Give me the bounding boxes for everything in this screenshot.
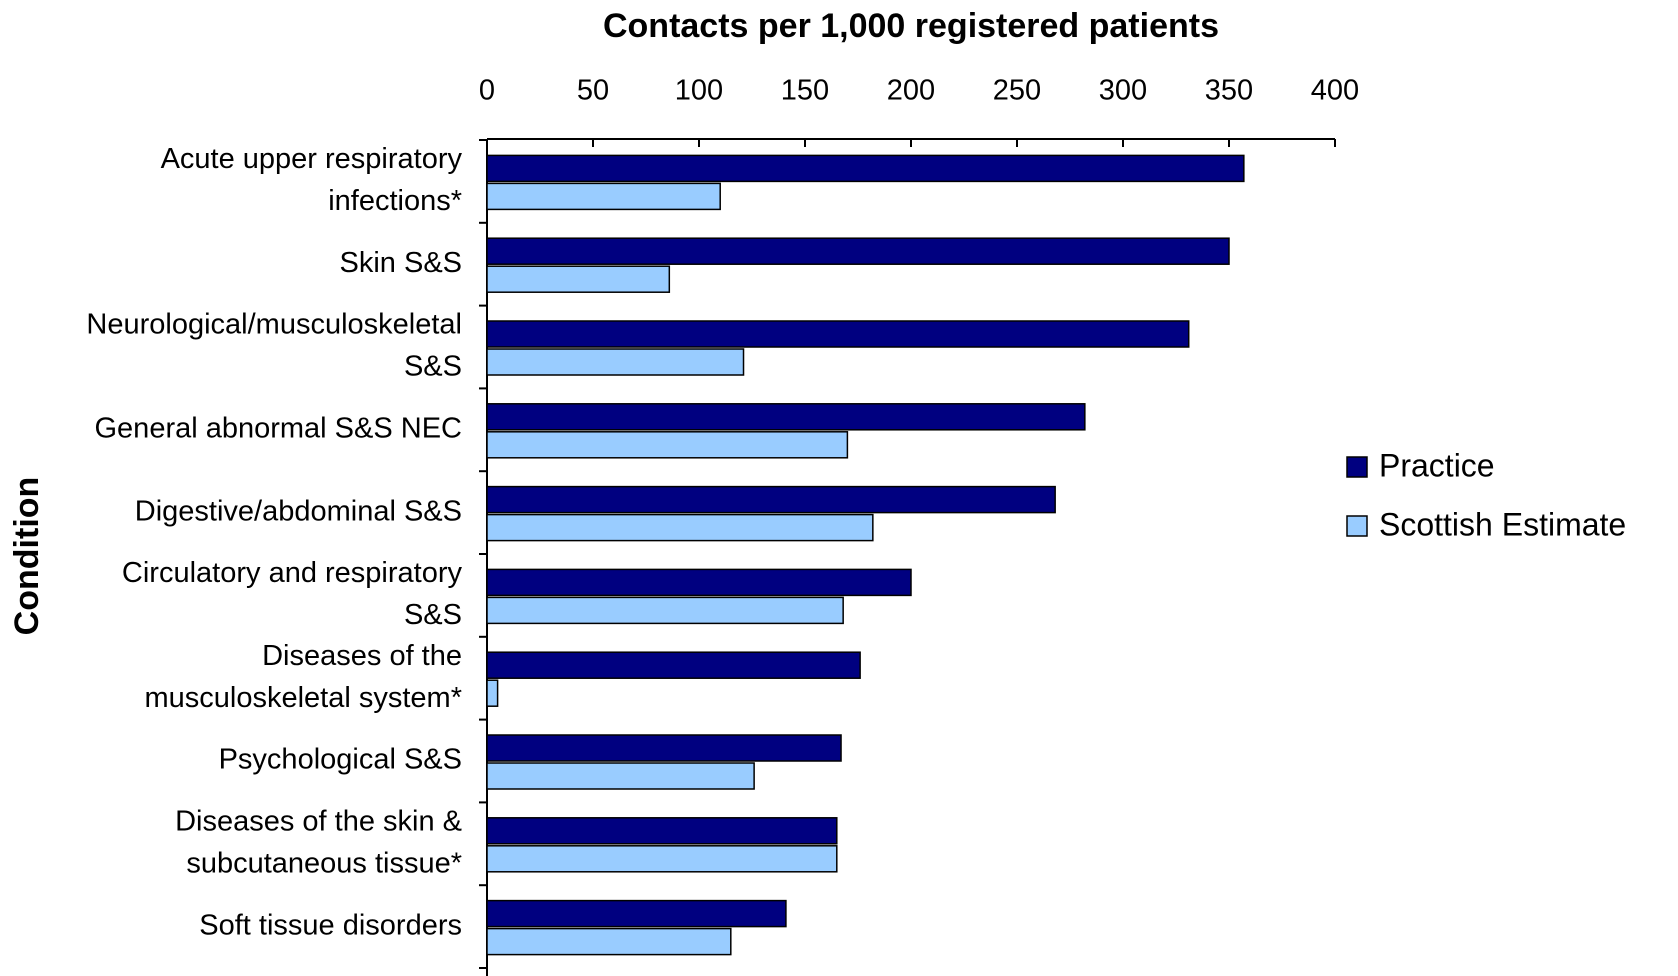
bar bbox=[486, 320, 1190, 348]
bar bbox=[486, 182, 721, 211]
bar bbox=[486, 596, 844, 625]
x-tick-label: 300 bbox=[1099, 75, 1147, 107]
bar bbox=[486, 651, 861, 679]
bar bbox=[486, 403, 1086, 431]
x-tick-label: 250 bbox=[993, 75, 1041, 107]
bar bbox=[486, 431, 849, 459]
bar bbox=[486, 817, 838, 845]
bar bbox=[486, 513, 874, 542]
x-tick-label: 200 bbox=[887, 75, 935, 107]
y-tick-label: General abnormal S&S NEC bbox=[95, 412, 463, 444]
y-tick-label: musculoskeletal system* bbox=[145, 682, 463, 714]
bar bbox=[486, 899, 787, 928]
y-tick-label: subcutaneous tissue* bbox=[186, 847, 462, 879]
y-tick-label: Diseases of the bbox=[262, 640, 462, 672]
bar bbox=[486, 734, 842, 762]
bar bbox=[486, 927, 732, 956]
x-tick-label: 0 bbox=[479, 75, 495, 107]
bar bbox=[486, 237, 1230, 265]
y-tick-label: Psychological S&S bbox=[219, 744, 462, 776]
y-tick-label: Neurological/musculoskeletal bbox=[86, 309, 462, 341]
legend-swatch bbox=[1346, 515, 1368, 537]
y-tick-label: S&S bbox=[404, 599, 462, 631]
y-tick-label: S&S bbox=[404, 351, 462, 383]
y-tick-label: Diseases of the skin & bbox=[175, 805, 462, 837]
y-tick-label: Acute upper respiratory bbox=[161, 143, 463, 175]
bar bbox=[486, 679, 499, 707]
bar bbox=[486, 485, 1056, 514]
y-tick-label: Skin S&S bbox=[340, 247, 463, 279]
x-tick-label: 50 bbox=[577, 75, 609, 107]
x-tick-label: 150 bbox=[781, 75, 829, 107]
legend-label: Practice bbox=[1379, 447, 1495, 483]
legend-label: Scottish Estimate bbox=[1379, 506, 1626, 542]
y-tick-label: Soft tissue disorders bbox=[199, 909, 462, 941]
bar bbox=[486, 154, 1245, 183]
bar bbox=[486, 265, 671, 293]
legend-swatch bbox=[1346, 456, 1368, 478]
bar bbox=[486, 348, 745, 376]
chart-title: Contacts per 1,000 registered patients bbox=[603, 7, 1219, 45]
y-tick-label: Circulatory and respiratory bbox=[122, 557, 463, 589]
x-tick-label: 100 bbox=[675, 75, 723, 107]
x-tick-label: 350 bbox=[1205, 75, 1253, 107]
bar bbox=[486, 568, 912, 597]
bar bbox=[486, 762, 755, 790]
y-tick-label: infections* bbox=[328, 185, 462, 217]
y-tick-label: Digestive/abdominal S&S bbox=[135, 495, 462, 527]
bar bbox=[486, 845, 838, 873]
y-axis-label: Condition bbox=[8, 477, 46, 636]
x-tick-label: 400 bbox=[1311, 75, 1359, 107]
